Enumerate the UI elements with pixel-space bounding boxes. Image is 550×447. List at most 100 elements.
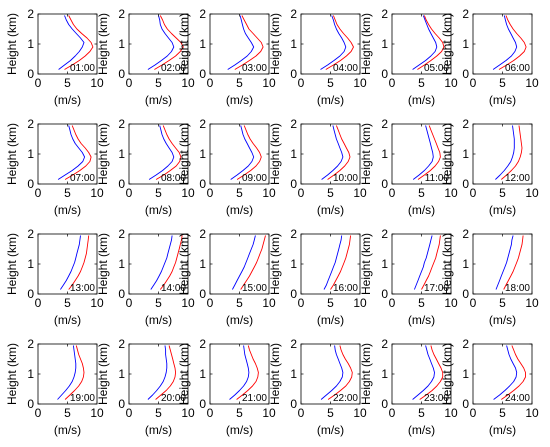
y-axis-label: Height (km)	[96, 13, 110, 75]
y-tick-label: 1	[27, 37, 34, 51]
y-tick-label: 1	[199, 367, 206, 381]
x-tick-label: 0	[35, 76, 42, 90]
panel-time-label: 11:00	[425, 173, 450, 184]
profile-line	[503, 235, 524, 290]
y-tick-label: 2	[27, 7, 34, 21]
y-tick-label: 2	[381, 337, 388, 351]
x-tick-label: 5	[499, 186, 506, 200]
x-tick-label: 10	[444, 406, 458, 420]
profile-line	[501, 345, 526, 400]
y-tick-label: 0	[199, 67, 206, 81]
x-tick-label: 5	[327, 186, 334, 200]
x-tick-label: 10	[262, 296, 276, 310]
x-axis-label: (m/s)	[489, 423, 516, 437]
profile-line	[320, 345, 344, 400]
x-tick-label: 5	[236, 406, 243, 420]
y-tick-label: 2	[118, 337, 125, 351]
panel-time-label: 17:00	[424, 283, 449, 294]
y-axis-label: Height (km)	[5, 233, 19, 295]
profile-line	[227, 15, 255, 70]
x-tick-label: 0	[470, 76, 477, 90]
profile-line	[147, 15, 175, 70]
panel-0900: 0 5 10 0 1 2 09:00 (m/s) Height (km)	[177, 117, 276, 217]
y-tick-label: 2	[27, 227, 34, 241]
y-axis-label: Height (km)	[96, 343, 110, 405]
panel-time-label: 12:00	[505, 173, 530, 184]
profile-line	[493, 345, 518, 400]
x-tick-label: 0	[298, 186, 305, 200]
panel-time-label: 01:00	[70, 63, 95, 74]
x-axis-label: (m/s)	[226, 423, 253, 437]
y-tick-label: 1	[27, 367, 34, 381]
y-tick-label: 1	[381, 147, 388, 161]
x-tick-label: 0	[35, 186, 42, 200]
y-tick-label: 2	[462, 117, 469, 131]
x-tick-label: 0	[35, 296, 42, 310]
y-tick-label: 1	[381, 37, 388, 51]
panel-0100: 0 5 10 0 1 2 01:00 (m/s) Height (km)	[5, 7, 104, 107]
panel-1000: 0 5 10 0 1 2 10:00 (m/s) Height (km)	[268, 117, 367, 217]
x-tick-label: 10	[525, 406, 539, 420]
panel-2200: 0 5 10 0 1 2 22:00 (m/s) Height (km)	[268, 337, 367, 437]
x-tick-label: 5	[236, 186, 243, 200]
y-axis-label: Height (km)	[177, 13, 191, 75]
x-axis-label: (m/s)	[489, 203, 516, 217]
y-tick-label: 0	[290, 287, 297, 301]
y-tick-label: 1	[118, 257, 125, 271]
panel-0200: 0 5 10 0 1 2 02:00 (m/s) Height (km)	[96, 7, 195, 107]
y-tick-label: 1	[27, 257, 34, 271]
x-axis-label: (m/s)	[408, 93, 435, 107]
profile-line	[501, 125, 523, 180]
x-tick-label: 10	[262, 76, 276, 90]
x-tick-label: 5	[155, 76, 162, 90]
y-tick-label: 2	[462, 227, 469, 241]
profile-line	[323, 235, 343, 290]
profile-line	[58, 15, 85, 70]
x-tick-label: 10	[90, 76, 104, 90]
panel-0800: 0 5 10 0 1 2 08:00 (m/s) Height (km)	[96, 117, 195, 217]
y-tick-label: 0	[381, 67, 388, 81]
x-tick-label: 0	[298, 76, 305, 90]
y-tick-label: 1	[381, 257, 388, 271]
x-tick-label: 5	[499, 406, 506, 420]
y-axis-label: Height (km)	[268, 123, 282, 185]
x-tick-label: 10	[444, 186, 458, 200]
profile-line	[417, 125, 441, 180]
y-axis-label: Height (km)	[359, 233, 373, 295]
y-tick-label: 1	[199, 37, 206, 51]
x-tick-label: 0	[126, 406, 133, 420]
y-axis-label: Height (km)	[359, 123, 373, 185]
x-axis-label: (m/s)	[54, 423, 81, 437]
panel-0600: 0 5 10 0 1 2 06:00 (m/s) Height (km)	[440, 7, 539, 107]
x-axis-label: (m/s)	[489, 313, 516, 327]
panel-1100: 0 5 10 0 1 2 11:00 (m/s) Height (km)	[359, 117, 458, 217]
y-tick-label: 1	[290, 37, 297, 51]
y-tick-label: 2	[118, 117, 125, 131]
profile-line	[229, 345, 250, 400]
y-tick-label: 2	[27, 337, 34, 351]
panel-time-label: 13:00	[70, 283, 95, 294]
panel-time-label: 15:00	[242, 283, 267, 294]
x-tick-label: 10	[262, 406, 276, 420]
x-tick-label: 5	[64, 186, 71, 200]
x-axis-label: (m/s)	[145, 313, 172, 327]
x-axis-label: (m/s)	[145, 93, 172, 107]
profile-line	[230, 125, 255, 180]
panel-time-label: 10:00	[333, 173, 358, 184]
panel-0300: 0 5 10 0 1 2 03:00 (m/s) Height (km)	[177, 7, 276, 107]
y-tick-label: 2	[27, 117, 34, 131]
y-tick-label: 0	[118, 67, 125, 81]
y-tick-label: 0	[462, 177, 469, 191]
panel-time-label: 02:00	[161, 63, 186, 74]
y-axis-label: Height (km)	[440, 123, 454, 185]
panel-time-label: 03:00	[242, 63, 267, 74]
y-axis-label: Height (km)	[440, 343, 454, 405]
y-tick-label: 0	[199, 177, 206, 191]
y-tick-label: 0	[381, 397, 388, 411]
y-axis-label: Height (km)	[440, 233, 454, 295]
profile-line	[64, 345, 85, 400]
y-tick-label: 2	[118, 7, 125, 21]
x-axis-label: (m/s)	[54, 203, 81, 217]
profile-line	[492, 15, 518, 70]
